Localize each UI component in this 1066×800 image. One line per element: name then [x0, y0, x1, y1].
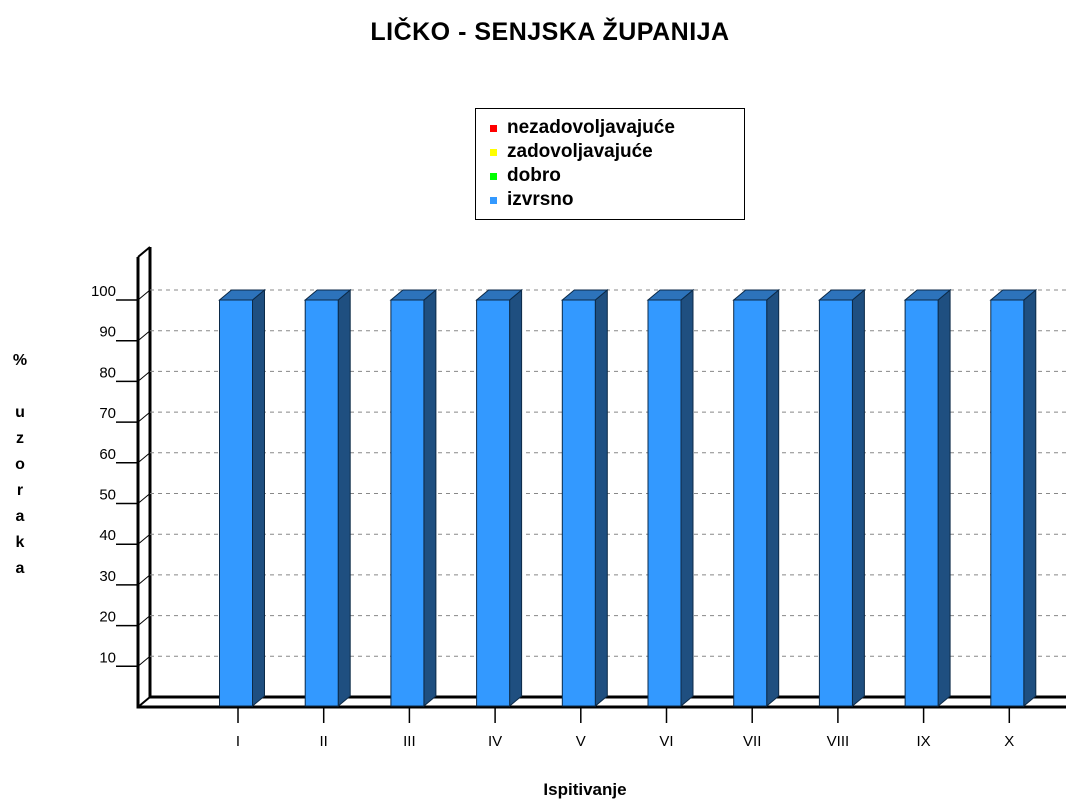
- y-tick-label: 100: [91, 283, 116, 300]
- legend-label: nezadovoljavajuće: [507, 117, 675, 138]
- bar-VII: [733, 299, 768, 707]
- plot-floor-corner: [137, 696, 151, 708]
- y-axis-label-char: %: [12, 352, 28, 369]
- y-tick-connector: [137, 411, 151, 423]
- x-tick-label: IX: [917, 733, 931, 750]
- y-axis-label-char: k: [15, 534, 25, 551]
- plot-wall-top-edge: [137, 246, 151, 258]
- y-axis-label-char: a: [15, 560, 25, 577]
- legend-swatch-green: [490, 172, 497, 180]
- bar-VI: [647, 299, 682, 707]
- bar-II: [304, 299, 339, 707]
- y-tick-connector: [137, 533, 151, 545]
- legend-item-zadovoljavajuce: zadovoljavajuće: [490, 140, 744, 164]
- y-tick-connector: [137, 330, 151, 342]
- x-tick-label: X: [1004, 733, 1014, 750]
- y-tick-label: 50: [99, 487, 116, 504]
- y-tick-connector: [137, 289, 151, 301]
- y-tick-label: 90: [99, 324, 116, 341]
- chart-title: LIČKO - SENJSKA ŽUPANIJA: [370, 18, 730, 46]
- bar-side-V: [594, 288, 608, 708]
- bar-side-II: [337, 288, 351, 708]
- bar-side-III: [423, 288, 437, 708]
- legend: nezadovoljavajuće zadovoljavajuće dobro …: [475, 108, 745, 220]
- bar-side-VII: [766, 288, 780, 708]
- legend-label: dobro: [507, 165, 561, 186]
- legend-item-izvrsno: izvrsno: [490, 188, 744, 212]
- bar-VIII: [818, 299, 853, 707]
- legend-swatch-blue: [490, 196, 497, 204]
- x-tick-label: II: [320, 733, 328, 750]
- bar-III: [390, 299, 425, 707]
- x-tick-label: V: [576, 733, 586, 750]
- x-tick-label: VIII: [827, 733, 850, 750]
- y-tick-label: 40: [99, 527, 116, 544]
- legend-item-dobro: dobro: [490, 164, 744, 188]
- y-tick-label: 20: [99, 609, 116, 626]
- y-tick-connector: [137, 655, 151, 667]
- y-axis-label: % u z o r a k a: [8, 348, 32, 582]
- y-tick-connector: [137, 615, 151, 626]
- bar-V: [561, 299, 596, 707]
- y-axis-label-char: a: [15, 508, 25, 525]
- y-tick-label: 80: [99, 364, 116, 381]
- bar-IX: [904, 299, 939, 707]
- y-axis-label-char: z: [16, 430, 24, 447]
- bar-I: [219, 299, 253, 707]
- y-tick-connector: [137, 371, 151, 382]
- x-tick-label: VII: [743, 733, 761, 750]
- legend-item-nezadovoljavajuce: nezadovoljavajuće: [490, 116, 744, 140]
- y-tick-connector: [137, 493, 151, 504]
- bar-side-IV: [509, 288, 523, 708]
- y-tick-connector: [137, 574, 151, 586]
- y-tick-label: 60: [99, 446, 116, 463]
- bar-side-IX: [937, 288, 951, 708]
- x-tick-label: I: [236, 733, 240, 750]
- legend-label: izvrsno: [507, 189, 574, 210]
- y-tick-connector: [137, 452, 151, 464]
- x-tick-label: IV: [488, 733, 502, 750]
- y-axis-label-char: r: [16, 482, 24, 499]
- y-tick-label: 30: [99, 568, 116, 585]
- bar-side-VIII: [851, 288, 865, 708]
- y-axis-label-char: u: [15, 404, 25, 421]
- y-axis-label-char: o: [15, 456, 25, 473]
- x-axis-label: Ispitivanje: [543, 780, 627, 799]
- y-tick-label: 10: [99, 649, 116, 666]
- bar-IV: [476, 299, 511, 707]
- legend-label: zadovoljavajuće: [507, 141, 653, 162]
- legend-swatch-yellow: [490, 148, 497, 156]
- bar-side-X: [1023, 288, 1037, 708]
- y-tick-label: 70: [99, 405, 116, 422]
- legend-swatch-red: [490, 124, 497, 132]
- x-tick-label: III: [403, 733, 416, 750]
- bar-side-I: [252, 288, 265, 708]
- bar-X: [990, 299, 1025, 707]
- plot-axes: [136, 257, 1066, 709]
- x-tick-label: VI: [659, 733, 673, 750]
- bar-side-VI: [680, 288, 694, 708]
